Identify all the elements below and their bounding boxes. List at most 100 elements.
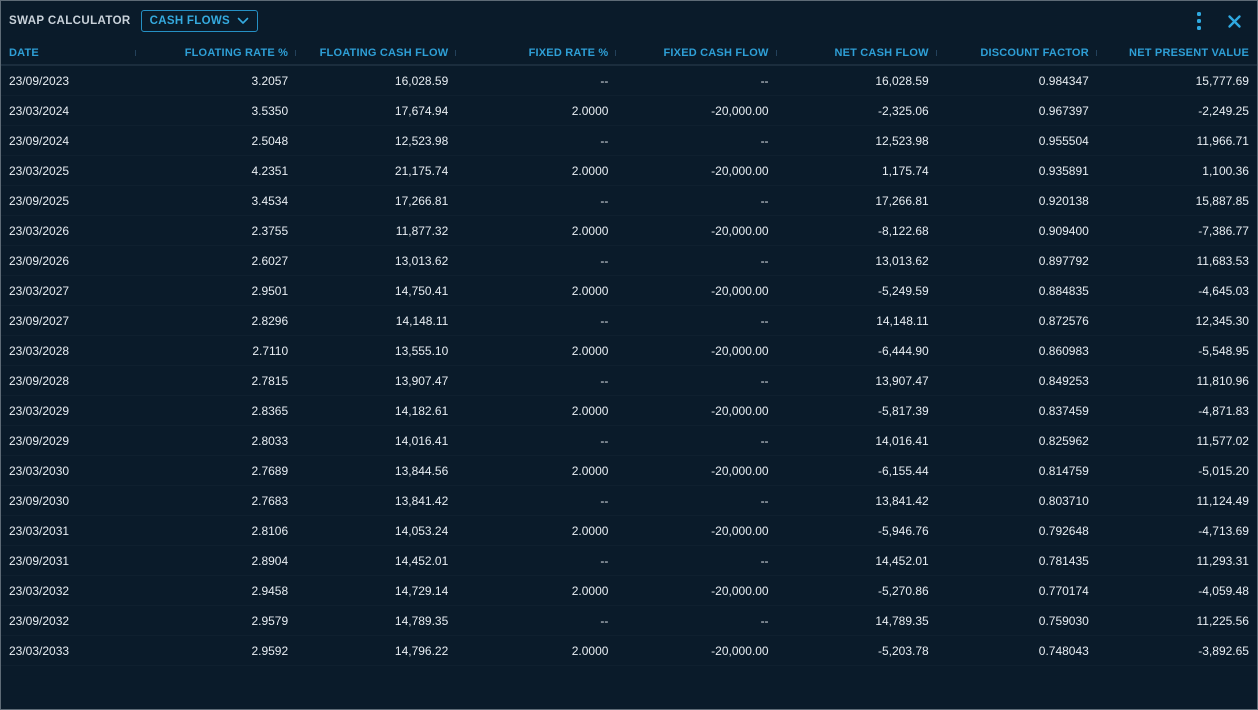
date-cell: 23/03/2029 [9, 403, 70, 418]
table-row: 23/09/2025 3.4534 17,266.81 -- -- 17,266… [1, 186, 1257, 216]
date-cell: 23/03/2027 [9, 283, 70, 298]
floating-rate-cell: 2.9592 [251, 643, 289, 658]
fixed-cash-flow-cell: -- [760, 493, 769, 508]
table-row: 23/03/2031 2.8106 14,053.24 2.0000 -20,0… [1, 516, 1257, 546]
floating-cash-flow-cell: 12,523.98 [394, 133, 449, 148]
date-cell: 23/09/2024 [9, 133, 70, 148]
floating-rate-cell: 2.9501 [251, 283, 289, 298]
net-cash-flow-cell: 17,266.81 [875, 193, 929, 208]
discount-factor-cell: 0.897792 [1038, 253, 1089, 268]
discount-factor-cell: 0.884835 [1038, 283, 1089, 298]
table-row: 23/09/2024 2.5048 12,523.98 -- -- 12,523… [1, 126, 1257, 156]
table-row: 23/03/2033 2.9592 14,796.22 2.0000 -20,0… [1, 636, 1257, 666]
floating-cash-flow-cell: 14,750.41 [394, 283, 449, 298]
table-row: 23/03/2027 2.9501 14,750.41 2.0000 -20,0… [1, 276, 1257, 306]
net-cash-flow-cell: 16,028.59 [875, 73, 929, 88]
net-present-value-cell: -5,548.95 [1198, 343, 1249, 358]
floating-rate-cell: 2.8106 [251, 523, 289, 538]
kebab-dot [1197, 19, 1201, 23]
floating-rate-cell: 2.7815 [251, 373, 289, 388]
discount-factor-cell: 0.759030 [1038, 613, 1089, 628]
column-header-discount-factor[interactable]: DISCOUNT FACTOR [937, 47, 1097, 59]
net-cash-flow-cell: 14,452.01 [875, 553, 929, 568]
net-present-value-cell: 15,777.69 [1195, 73, 1249, 88]
fixed-cash-flow-cell: -20,000.00 [711, 103, 769, 118]
table-row: 23/09/2030 2.7683 13,841.42 -- -- 13,841… [1, 486, 1257, 516]
fixed-cash-flow-cell: -20,000.00 [711, 343, 769, 358]
view-selector-dropdown[interactable]: CASH FLOWS [140, 10, 258, 32]
column-header-floating-cash-flow[interactable]: FLOATING CASH FLOW [296, 47, 457, 59]
net-cash-flow-cell: -5,249.59 [877, 283, 929, 298]
column-header-fixed-rate[interactable]: FIXED RATE % [456, 47, 617, 59]
table-row: 23/09/2028 2.7815 13,907.47 -- -- 13,907… [1, 366, 1257, 396]
floating-rate-cell: 3.4534 [251, 193, 289, 208]
fixed-cash-flow-cell: -20,000.00 [711, 283, 769, 298]
net-present-value-cell: 12,345.30 [1195, 313, 1249, 328]
discount-factor-cell: 0.748043 [1038, 643, 1089, 658]
fixed-rate-cell: -- [600, 253, 609, 268]
table-row: 23/03/2026 2.3755 11,877.32 2.0000 -20,0… [1, 216, 1257, 246]
net-present-value-cell: -2,249.25 [1198, 103, 1249, 118]
floating-cash-flow-cell: 21,175.74 [394, 163, 449, 178]
floating-cash-flow-cell: 17,266.81 [394, 193, 449, 208]
fixed-cash-flow-cell: -20,000.00 [711, 583, 769, 598]
discount-factor-cell: 0.849253 [1038, 373, 1089, 388]
table-row: 23/03/2028 2.7110 13,555.10 2.0000 -20,0… [1, 336, 1257, 366]
floating-rate-cell: 2.7110 [252, 343, 289, 358]
date-cell: 23/09/2026 [9, 253, 70, 268]
fixed-rate-cell: 2.0000 [571, 343, 609, 358]
net-cash-flow-cell: -8,122.68 [877, 223, 929, 238]
column-header-net-cash-flow[interactable]: NET CASH FLOW [777, 47, 937, 59]
table-row: 23/03/2030 2.7689 13,844.56 2.0000 -20,0… [1, 456, 1257, 486]
fixed-rate-cell: -- [600, 433, 609, 448]
column-header-floating-rate[interactable]: FLOATING RATE % [136, 47, 297, 59]
net-cash-flow-cell: 13,013.62 [875, 253, 929, 268]
column-header-fixed-cash-flow[interactable]: FIXED CASH FLOW [616, 47, 777, 59]
net-present-value-cell: 11,577.02 [1196, 433, 1249, 448]
discount-factor-cell: 0.955504 [1038, 133, 1089, 148]
net-present-value-cell: -5,015.20 [1198, 463, 1249, 478]
table-body: 23/09/2023 3.2057 16,028.59 -- -- 16,028… [1, 66, 1257, 666]
floating-cash-flow-cell: 13,841.42 [394, 493, 449, 508]
floating-cash-flow-cell: 14,452.01 [394, 553, 449, 568]
floating-rate-cell: 2.9579 [251, 613, 289, 628]
table-row: 23/09/2029 2.8033 14,016.41 -- -- 14,016… [1, 426, 1257, 456]
fixed-rate-cell: -- [600, 313, 609, 328]
column-header-date[interactable]: DATE [1, 47, 136, 59]
discount-factor-cell: 0.837459 [1038, 403, 1089, 418]
discount-factor-cell: 0.935891 [1038, 163, 1089, 178]
table-row: 23/09/2027 2.8296 14,148.11 -- -- 14,148… [1, 306, 1257, 336]
discount-factor-cell: 0.803710 [1038, 493, 1089, 508]
net-cash-flow-cell: -5,270.86 [877, 583, 929, 598]
fixed-rate-cell: 2.0000 [571, 643, 609, 658]
date-cell: 23/09/2030 [9, 493, 70, 508]
fixed-rate-cell: 2.0000 [571, 583, 609, 598]
floating-rate-cell: 3.2057 [251, 73, 289, 88]
date-cell: 23/09/2032 [9, 613, 70, 628]
discount-factor-cell: 0.770174 [1038, 583, 1089, 598]
net-cash-flow-cell: -6,444.90 [877, 343, 929, 358]
table-header-row: DATE FLOATING RATE % FLOATING CASH FLOW … [1, 41, 1257, 66]
date-cell: 23/03/2032 [9, 583, 70, 598]
discount-factor-cell: 0.984347 [1038, 73, 1089, 88]
floating-cash-flow-cell: 14,182.61 [394, 403, 449, 418]
fixed-rate-cell: -- [600, 613, 609, 628]
close-icon[interactable] [1223, 9, 1245, 33]
fixed-rate-cell: -- [600, 193, 609, 208]
net-cash-flow-cell: 12,523.98 [875, 133, 929, 148]
kebab-menu-icon[interactable] [1189, 9, 1209, 33]
discount-factor-cell: 0.920138 [1038, 193, 1089, 208]
floating-cash-flow-cell: 13,013.62 [394, 253, 449, 268]
net-cash-flow-cell: -6,155.44 [877, 463, 929, 478]
fixed-cash-flow-cell: -- [760, 133, 769, 148]
net-cash-flow-cell: 13,841.42 [875, 493, 929, 508]
fixed-cash-flow-cell: -- [760, 193, 769, 208]
fixed-cash-flow-cell: -- [760, 553, 769, 568]
floating-rate-cell: 2.3755 [251, 223, 289, 238]
fixed-cash-flow-cell: -20,000.00 [711, 523, 769, 538]
fixed-rate-cell: -- [600, 73, 609, 88]
floating-cash-flow-cell: 13,555.10 [394, 343, 449, 358]
floating-cash-flow-cell: 13,907.47 [394, 373, 449, 388]
column-header-net-present-value[interactable]: NET PRESENT VALUE [1129, 46, 1249, 59]
fixed-rate-cell: 2.0000 [571, 403, 609, 418]
